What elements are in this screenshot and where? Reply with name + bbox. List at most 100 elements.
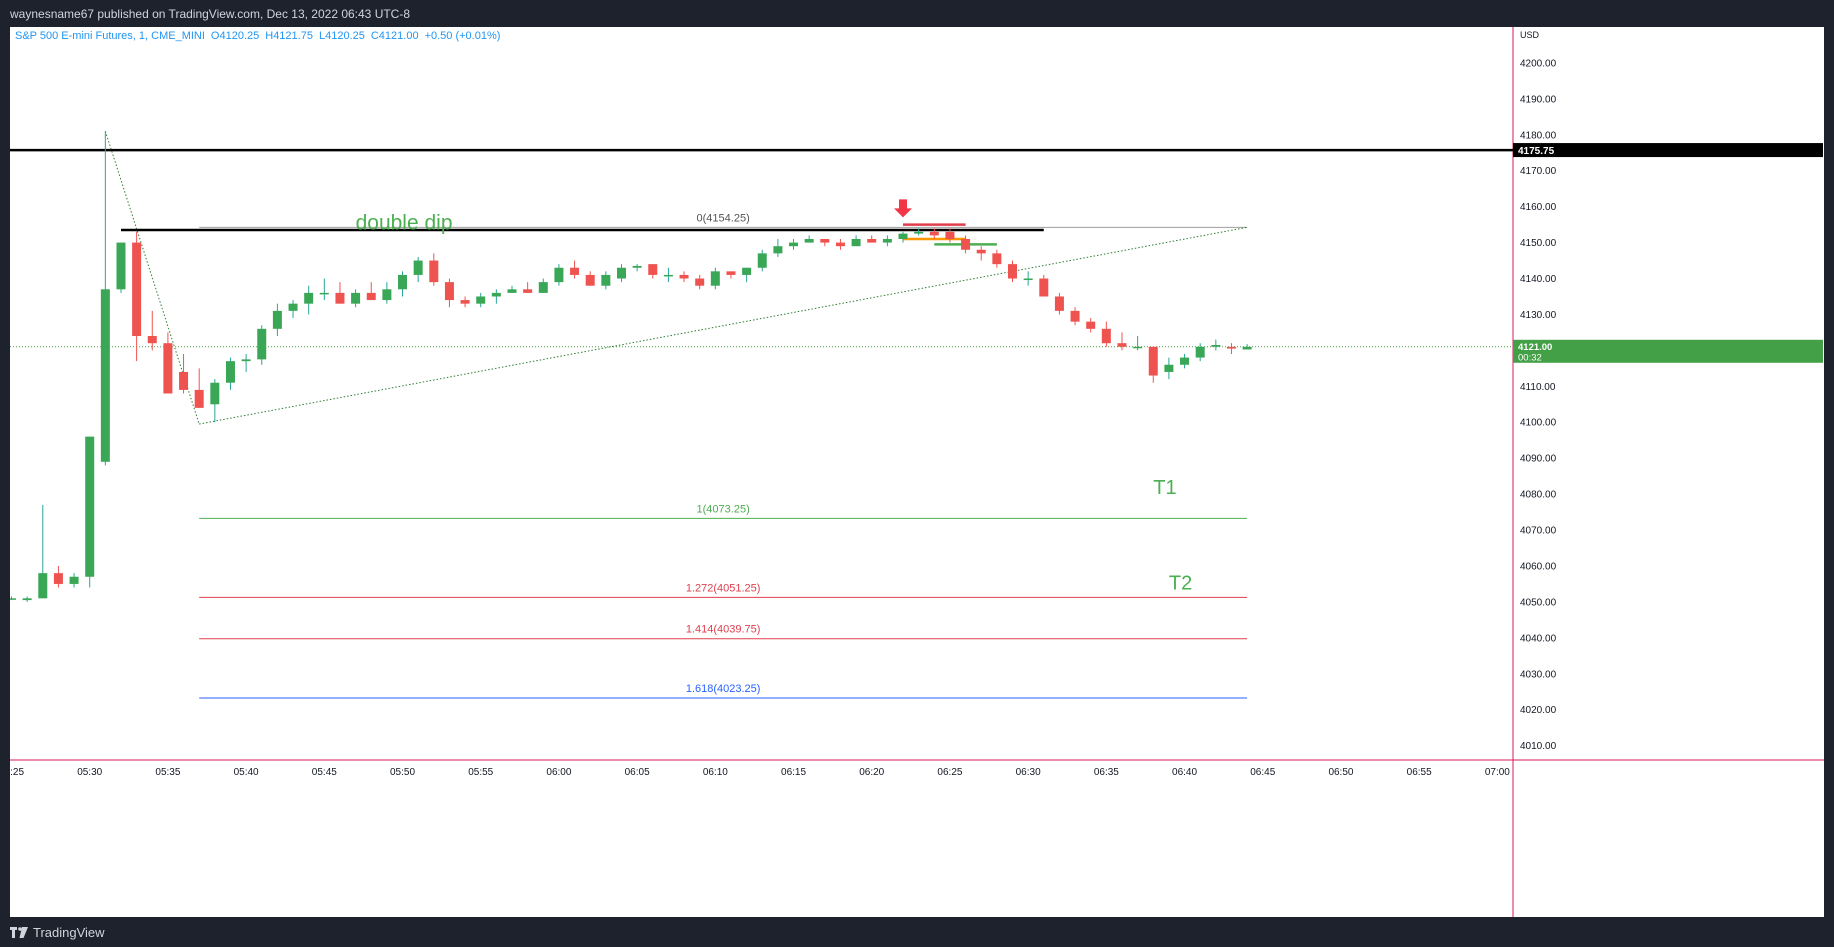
candle-body (820, 238, 830, 243)
candle-body (1242, 346, 1252, 350)
candle-body (398, 274, 408, 290)
candle-body (147, 336, 157, 344)
candle-body (507, 289, 517, 293)
price-tick-label: 4110.00 (1520, 382, 1556, 393)
time-tick-label: 05:40 (234, 767, 259, 778)
price-tick-label: 4070.00 (1520, 526, 1557, 537)
time-tick-label: 06:00 (546, 767, 571, 778)
candle-body (1086, 321, 1096, 329)
candle-body (804, 238, 814, 243)
level-price-tag (1513, 143, 1823, 158)
time-tick-label: 06:05 (625, 767, 650, 778)
candle-body (163, 343, 173, 394)
fib-level-label: 0(4154.25) (697, 212, 750, 224)
candle-body (992, 253, 1002, 265)
candle-body (116, 242, 126, 290)
candle-body (1008, 264, 1017, 279)
axes-layer: USD 4200.00 4190.00 4180.00 4170.00 4160.00 41… (0, 27, 1824, 917)
candle-body (867, 238, 877, 243)
candle-body (1133, 346, 1143, 349)
candle-body (491, 292, 501, 297)
candle-body (1023, 278, 1033, 281)
time-tick-label: 05:45 (312, 767, 337, 778)
price-tick-label: 4150.00 (1520, 238, 1557, 249)
legend-low: L4120.25 (319, 30, 365, 42)
candle-body (1148, 346, 1158, 376)
candle-body (1195, 346, 1205, 358)
candle-body (444, 282, 454, 301)
candle-body (85, 436, 95, 577)
footer-bar: TradingView (0, 917, 1834, 947)
candle-body (929, 231, 939, 236)
candle-body (179, 371, 189, 390)
legend-close: C4121.00 (371, 30, 419, 42)
candle-body (789, 242, 799, 247)
last-price-tag-label: 4121.00 (1518, 342, 1552, 353)
candle-body (1226, 346, 1236, 349)
candle-body (38, 573, 48, 599)
candlestick-chart[interactable]: USD 4200.00 4190.00 4180.00 4170.00 4160.00 41… (0, 27, 1824, 917)
legend-high: H4121.75 (265, 30, 313, 42)
time-tick-label: 06:45 (1250, 767, 1275, 778)
last-price-tag (1513, 339, 1823, 363)
fib-level-label: 1.618(4023.25) (686, 683, 761, 695)
chart-area[interactable]: USD 4200.00 4190.00 4180.00 4170.00 4160.00 41… (0, 27, 1824, 917)
candle-body (1054, 296, 1064, 311)
time-tick-label: 06:40 (1172, 767, 1197, 778)
legend-open: O4120.25 (211, 30, 259, 42)
candle-body (210, 382, 220, 405)
candle-body (429, 260, 439, 283)
price-tick-label: 4100.00 (1520, 418, 1557, 429)
candle-body (100, 289, 110, 462)
candle-body (914, 231, 924, 234)
candle-body (679, 274, 689, 279)
candle-body (961, 238, 971, 250)
tradingview-logo-icon (10, 927, 28, 938)
fib-level-label: 1.272(4051.25) (686, 582, 761, 594)
candle-body (413, 260, 423, 275)
legend-change: +0.50 (+0.01%) (425, 30, 501, 42)
candle-body (132, 242, 142, 337)
price-tick-label: 4160.00 (1520, 202, 1557, 213)
candle-body (272, 310, 282, 329)
price-tick-label: 4140.00 (1520, 274, 1557, 285)
candle-body (898, 233, 908, 239)
time-tick-label: 05:30 (77, 767, 102, 778)
candle-body (882, 238, 892, 243)
candle-body (851, 238, 861, 247)
trend-line-dotted (199, 226, 1248, 425)
fib-level-label: 1(4073.25) (697, 503, 750, 515)
candle-body (945, 231, 955, 239)
price-tick-label: 4200.00 (1520, 58, 1557, 69)
fib-level-label: 1.414(4039.75) (686, 624, 761, 636)
time-tick-label: 06:15 (781, 767, 806, 778)
price-tick-label: 4190.00 (1520, 94, 1557, 105)
candle-body (570, 267, 580, 275)
candle-body (1039, 278, 1049, 297)
candle-body (476, 296, 486, 304)
time-tick-label: 05:55 (468, 767, 493, 778)
candle-body (773, 246, 783, 254)
candle-body (1070, 310, 1080, 322)
candle-body (632, 265, 642, 268)
candle-body (1164, 364, 1174, 372)
time-tick-label: 06:55 (1407, 767, 1432, 778)
t2-annotation: T2 (1169, 572, 1192, 594)
price-axis-currency: USD (1520, 30, 1540, 40)
time-tick-label: 06:35 (1094, 767, 1119, 778)
time-tick-label: 06:20 (859, 767, 884, 778)
drawings-layer (10, 131, 1513, 699)
price-tick-label: 4020.00 (1520, 705, 1557, 716)
price-tick-label: 4040.00 (1520, 633, 1557, 644)
candles-layer (7, 131, 1252, 602)
tradingview-brand[interactable]: TradingView (10, 925, 105, 940)
down-arrow-icon (894, 199, 913, 218)
price-tick-label: 4030.00 (1520, 669, 1557, 680)
candle-body (257, 328, 267, 360)
candle-body (695, 278, 705, 286)
candle-body (22, 598, 32, 601)
candle-body (601, 274, 611, 286)
candle-body (648, 264, 658, 275)
candle-body (538, 282, 548, 293)
